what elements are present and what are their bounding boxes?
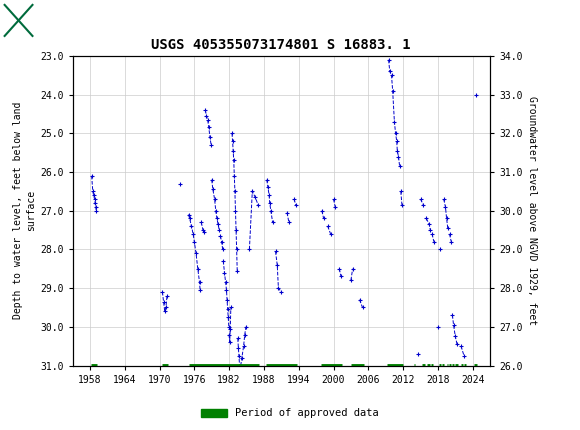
Y-axis label: Groundwater level above NGVD 1929, feet: Groundwater level above NGVD 1929, feet (527, 96, 537, 325)
Title: USGS 405355073174801 S 16883. 1: USGS 405355073174801 S 16883. 1 (151, 38, 411, 52)
Bar (5, 5, 32, 36)
Legend: Period of approved data: Period of approved data (197, 404, 383, 423)
Y-axis label: Depth to water level, feet below land
surface: Depth to water level, feet below land su… (13, 102, 36, 319)
Text: USGS: USGS (38, 12, 93, 29)
